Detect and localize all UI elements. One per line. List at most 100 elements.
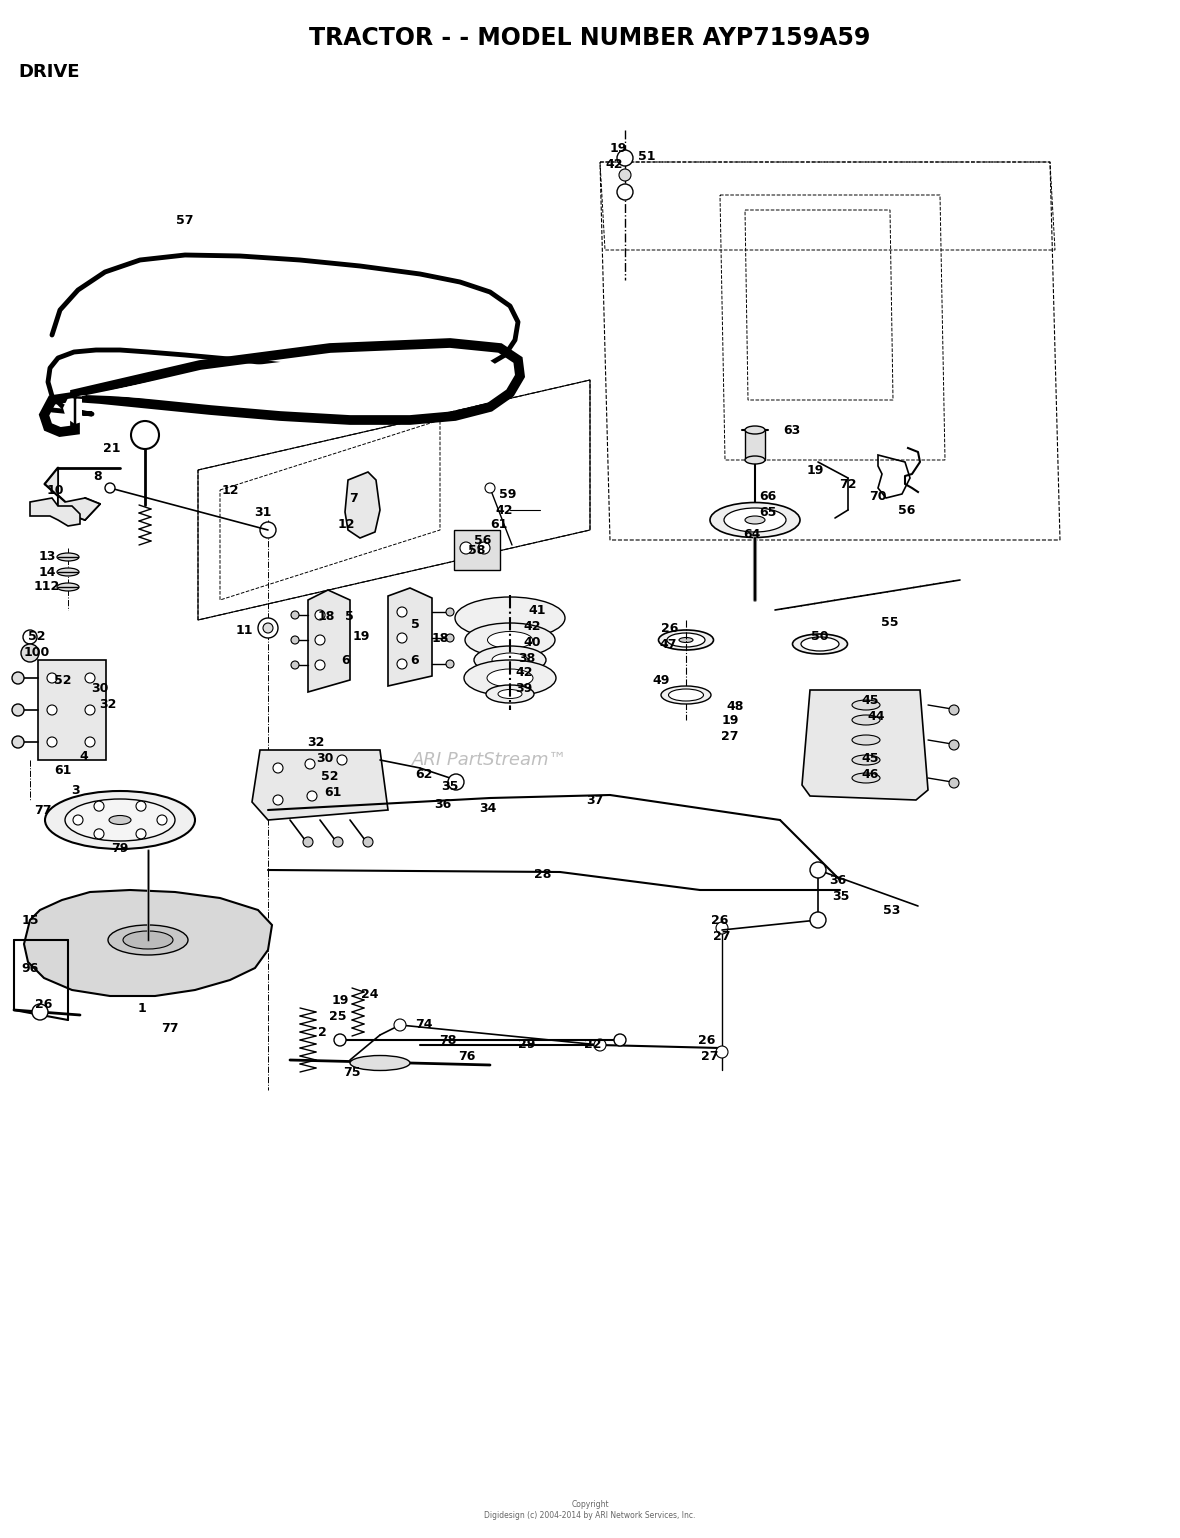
Text: 26: 26 <box>661 621 678 635</box>
Ellipse shape <box>669 689 703 701</box>
Polygon shape <box>30 498 80 526</box>
Circle shape <box>263 623 273 634</box>
Ellipse shape <box>852 735 880 744</box>
Circle shape <box>291 661 299 669</box>
Circle shape <box>47 737 57 747</box>
Circle shape <box>47 674 57 683</box>
Ellipse shape <box>464 660 556 697</box>
Polygon shape <box>802 691 927 800</box>
Text: 100: 100 <box>24 646 50 660</box>
Circle shape <box>315 660 324 671</box>
Text: 59: 59 <box>499 488 517 500</box>
Ellipse shape <box>57 568 79 577</box>
Text: 57: 57 <box>176 214 194 226</box>
Circle shape <box>809 861 826 878</box>
Text: 37: 37 <box>586 794 604 806</box>
Circle shape <box>85 704 96 715</box>
Text: 22: 22 <box>584 1038 602 1050</box>
Text: 26: 26 <box>35 998 53 1012</box>
Text: 58: 58 <box>468 544 486 557</box>
Circle shape <box>273 763 283 774</box>
Text: 12: 12 <box>222 483 238 497</box>
Text: 74: 74 <box>415 1018 433 1030</box>
Circle shape <box>47 704 57 715</box>
Circle shape <box>949 704 959 715</box>
Polygon shape <box>253 751 388 820</box>
Ellipse shape <box>658 631 714 651</box>
Ellipse shape <box>745 517 765 524</box>
Circle shape <box>363 837 373 847</box>
Text: 26: 26 <box>712 914 729 926</box>
Ellipse shape <box>57 583 79 591</box>
Ellipse shape <box>498 689 522 698</box>
Text: 75: 75 <box>343 1066 361 1078</box>
Text: 21: 21 <box>104 441 120 455</box>
Text: 70: 70 <box>870 489 886 503</box>
Circle shape <box>396 608 407 617</box>
Text: 42: 42 <box>605 158 623 172</box>
Text: 11: 11 <box>235 623 253 637</box>
Text: 42: 42 <box>496 503 513 517</box>
Polygon shape <box>24 891 273 997</box>
Text: 50: 50 <box>812 629 828 643</box>
Text: 52: 52 <box>321 769 339 783</box>
Circle shape <box>716 1046 728 1058</box>
Text: DRIVE: DRIVE <box>18 63 79 82</box>
Ellipse shape <box>678 637 693 643</box>
Circle shape <box>396 634 407 643</box>
Circle shape <box>136 829 146 838</box>
Circle shape <box>448 774 464 791</box>
Ellipse shape <box>492 654 527 667</box>
Ellipse shape <box>455 597 565 638</box>
Circle shape <box>32 1004 48 1020</box>
Text: 35: 35 <box>441 780 459 792</box>
Circle shape <box>258 618 278 638</box>
Circle shape <box>337 755 347 764</box>
Text: 42: 42 <box>523 620 540 632</box>
Text: 19: 19 <box>609 141 627 154</box>
Text: 78: 78 <box>439 1034 457 1046</box>
Circle shape <box>105 483 114 494</box>
Text: 55: 55 <box>881 615 899 629</box>
Ellipse shape <box>487 669 533 687</box>
Text: 44: 44 <box>867 709 885 723</box>
Text: 34: 34 <box>479 801 497 815</box>
Text: 1: 1 <box>138 1001 146 1015</box>
Circle shape <box>85 737 96 747</box>
Circle shape <box>949 740 959 751</box>
Bar <box>454 531 500 571</box>
Circle shape <box>94 829 104 838</box>
Text: 35: 35 <box>832 889 850 903</box>
Text: 52: 52 <box>28 631 46 643</box>
Circle shape <box>315 635 324 644</box>
Circle shape <box>260 521 276 538</box>
Ellipse shape <box>801 637 839 651</box>
Ellipse shape <box>486 684 535 703</box>
Text: 29: 29 <box>518 1038 536 1050</box>
Text: 76: 76 <box>458 1049 476 1063</box>
Ellipse shape <box>793 634 847 654</box>
Circle shape <box>396 658 407 669</box>
Text: 56: 56 <box>898 503 916 517</box>
Text: 46: 46 <box>861 767 879 780</box>
Text: 39: 39 <box>516 681 532 695</box>
Text: 3: 3 <box>72 783 80 797</box>
Circle shape <box>85 674 96 683</box>
Circle shape <box>478 541 490 554</box>
Text: 6: 6 <box>411 654 419 666</box>
Text: 2: 2 <box>317 1026 327 1038</box>
Text: 19: 19 <box>332 994 348 1006</box>
Ellipse shape <box>852 700 880 711</box>
Polygon shape <box>388 588 432 686</box>
Circle shape <box>485 483 494 494</box>
Text: 27: 27 <box>701 1049 719 1063</box>
Text: 28: 28 <box>535 869 552 881</box>
Text: 32: 32 <box>99 698 117 711</box>
Circle shape <box>617 185 632 200</box>
Text: 63: 63 <box>784 423 800 437</box>
Circle shape <box>131 421 159 449</box>
Circle shape <box>157 815 168 824</box>
Circle shape <box>291 611 299 618</box>
Circle shape <box>394 1020 406 1030</box>
Text: 45: 45 <box>861 752 879 764</box>
